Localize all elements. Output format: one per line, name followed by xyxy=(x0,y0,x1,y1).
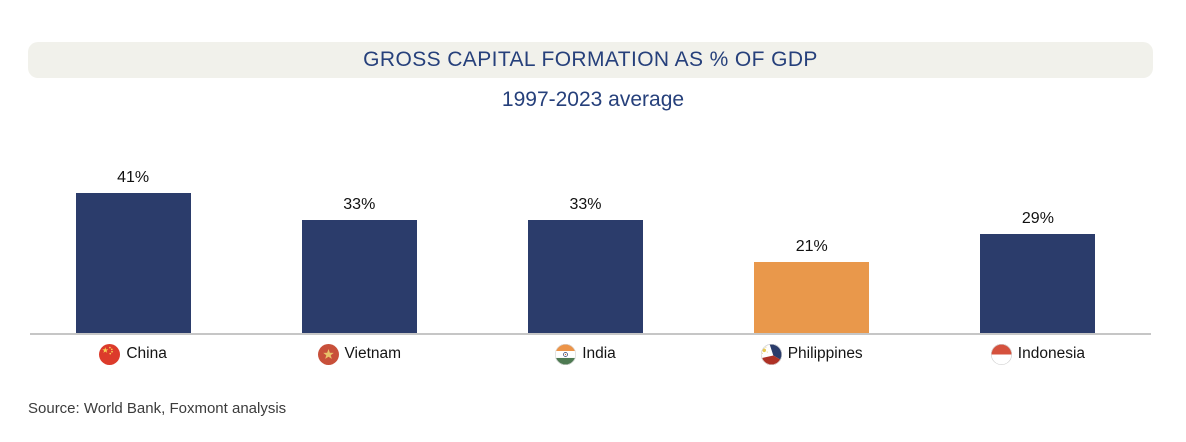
bar-group-indonesia: 29% xyxy=(925,150,1151,334)
indonesia-flag-icon xyxy=(990,343,1012,365)
country-label: India xyxy=(582,345,616,362)
legend-item-india: India xyxy=(472,341,698,367)
bar-philippines xyxy=(754,261,870,334)
chart-subtitle: 1997-2023 average xyxy=(501,88,685,111)
bar-indonesia xyxy=(980,234,1096,334)
legend-item-indonesia: Indonesia xyxy=(925,341,1151,367)
country-label: China xyxy=(126,345,167,362)
value-label: 33% xyxy=(569,196,602,214)
bar-group-vietnam: 33% xyxy=(246,150,472,334)
bar-group-china: 41% xyxy=(20,150,246,334)
category-legend-row: China Vietnam India xyxy=(20,341,1151,367)
china-flag-icon xyxy=(99,343,121,365)
value-label: 41% xyxy=(117,168,150,186)
philippines-flag-icon xyxy=(760,343,782,365)
country-label: Vietnam xyxy=(344,345,402,362)
vietnam-flag-icon xyxy=(317,343,339,365)
bar-plot-area: 41% 33% 33% 21% 29% xyxy=(20,150,1151,334)
x-axis-line xyxy=(30,333,1151,335)
legend-item-vietnam: Vietnam xyxy=(246,341,472,367)
country-label: Indonesia xyxy=(1017,345,1086,362)
chart-title: GROSS CAPITAL FORMATION AS % OF GDP xyxy=(363,48,818,71)
india-flag-icon xyxy=(555,343,577,365)
legend-item-philippines: Philippines xyxy=(699,341,925,367)
bar-china xyxy=(75,192,191,334)
bar-india xyxy=(528,220,643,334)
source-note: Source: World Bank, Foxmont analysis xyxy=(28,400,287,417)
bar-group-india: 33% xyxy=(472,150,698,334)
country-label: Philippines xyxy=(787,345,863,362)
legend-item-china: China xyxy=(20,341,246,367)
value-label: 21% xyxy=(795,237,828,255)
value-label: 33% xyxy=(343,196,376,214)
value-label: 29% xyxy=(1021,210,1054,228)
bar-vietnam xyxy=(301,220,417,334)
bar-group-philippines: 21% xyxy=(699,150,925,334)
title-banner: GROSS CAPITAL FORMATION AS % OF GDP xyxy=(28,42,1153,78)
